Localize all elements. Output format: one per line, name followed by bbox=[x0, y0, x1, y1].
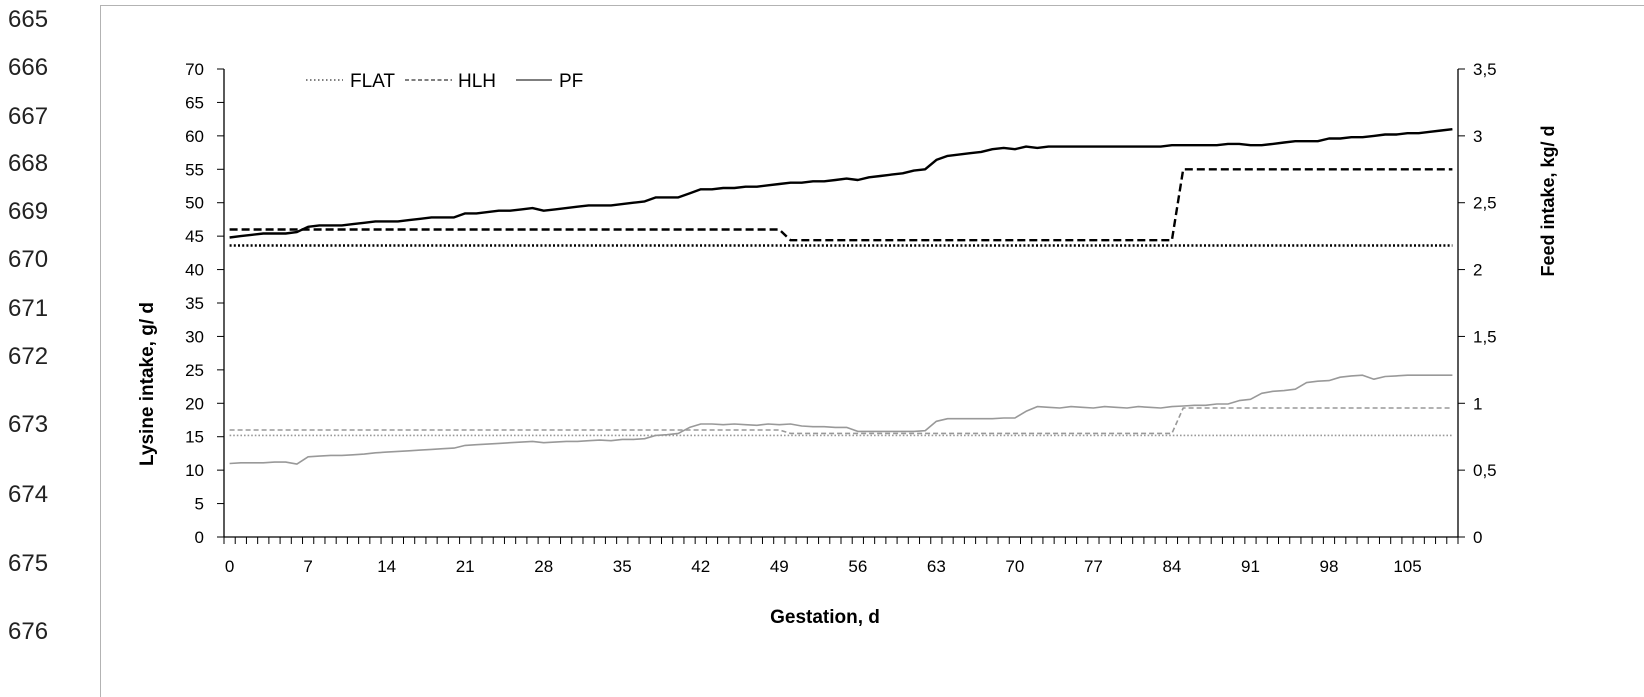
chart-frame bbox=[100, 5, 1644, 697]
tick-layer: 0 7 14 21 28 35 42 49 56 63 70 77 84 91 98 105051015202… bbox=[185, 60, 1497, 576]
y-tick-label: 20 bbox=[185, 394, 204, 413]
x-tick-label: 63 bbox=[927, 557, 946, 576]
line-number: 671 bbox=[8, 295, 49, 322]
legend-label-flat: FLAT bbox=[350, 71, 395, 92]
y-tick-label: 35 bbox=[185, 294, 204, 313]
y2-axis-title: Feed intake, kg/ d bbox=[1538, 125, 1558, 276]
y-tick-label: 15 bbox=[185, 428, 204, 447]
series-line-lysine-intake-pf bbox=[229, 374, 1453, 465]
legend-item-pf: PF bbox=[516, 71, 583, 92]
line-number: 669 bbox=[8, 198, 49, 225]
x-tick-label: 21 bbox=[456, 557, 475, 576]
line-number: 676 bbox=[8, 618, 49, 645]
y-tick-label: 70 bbox=[185, 60, 204, 79]
y2-tick-label: 1 bbox=[1473, 394, 1482, 413]
legend-item-flat: FLAT bbox=[306, 71, 395, 92]
x-tick-label: 91 bbox=[1241, 557, 1260, 576]
y-tick-label: 60 bbox=[185, 127, 204, 146]
line-number: 668 bbox=[8, 150, 49, 177]
y2-tick-label: 3 bbox=[1473, 127, 1482, 146]
legend-item-hlh: HLH bbox=[405, 71, 496, 92]
legend-label-pf: PF bbox=[559, 71, 583, 92]
y2-tick-label: 1,5 bbox=[1473, 327, 1497, 346]
x-tick-label: 49 bbox=[770, 557, 789, 576]
x-tick-label: 35 bbox=[613, 557, 632, 576]
series-line-feed-intake-hlh bbox=[229, 168, 1453, 242]
y-tick-label: 25 bbox=[185, 361, 204, 380]
line-number: 667 bbox=[8, 103, 49, 130]
x-tick-label: 28 bbox=[534, 557, 553, 576]
legend: FLAT HLH PF bbox=[306, 71, 583, 92]
y-tick-label: 5 bbox=[195, 495, 204, 514]
x-tick-label: 70 bbox=[1005, 557, 1024, 576]
x-tick-label: 0 bbox=[225, 557, 234, 576]
x-tick-label: 84 bbox=[1162, 557, 1181, 576]
y-axis-title: Lysine intake, g/ d bbox=[137, 302, 158, 466]
x-tick-label: 77 bbox=[1084, 557, 1103, 576]
y-tick-label: 10 bbox=[185, 461, 204, 480]
y2-tick-label: 0,5 bbox=[1473, 461, 1497, 480]
line-number: 666 bbox=[8, 54, 49, 81]
legend-label-hlh: HLH bbox=[458, 71, 496, 92]
line-number: 672 bbox=[8, 343, 49, 370]
series-layer bbox=[229, 128, 1453, 465]
line-number: 674 bbox=[8, 481, 49, 508]
y2-tick-label: 3,5 bbox=[1473, 60, 1497, 79]
y-tick-label: 50 bbox=[185, 194, 204, 213]
y-tick-label: 30 bbox=[185, 327, 204, 346]
y-tick-label: 45 bbox=[185, 227, 204, 246]
x-tick-label: 56 bbox=[848, 557, 867, 576]
x-axis-title: Gestation, d bbox=[770, 607, 880, 628]
line-number: 665 bbox=[8, 6, 49, 33]
line-number: 670 bbox=[8, 246, 49, 273]
y-tick-label: 65 bbox=[185, 93, 204, 112]
x-tick-label: 98 bbox=[1320, 557, 1339, 576]
y2-tick-label: 0 bbox=[1473, 528, 1482, 547]
axes bbox=[223, 69, 1459, 538]
x-tick-label: 7 bbox=[303, 557, 312, 576]
line-number: 675 bbox=[8, 550, 49, 577]
series-line-feed-intake-pf bbox=[229, 128, 1453, 239]
line-number: 673 bbox=[8, 411, 49, 438]
x-tick-label: 14 bbox=[377, 557, 396, 576]
y-tick-label: 0 bbox=[195, 528, 204, 547]
y-tick-label: 55 bbox=[185, 160, 204, 179]
series-line-lysine-intake-hlh bbox=[229, 407, 1453, 435]
x-tick-label: 42 bbox=[691, 557, 710, 576]
y2-tick-label: 2,5 bbox=[1473, 194, 1497, 213]
y-tick-label: 40 bbox=[185, 261, 204, 280]
y2-tick-label: 2 bbox=[1473, 261, 1482, 280]
x-tick-label: 105 bbox=[1393, 557, 1421, 576]
